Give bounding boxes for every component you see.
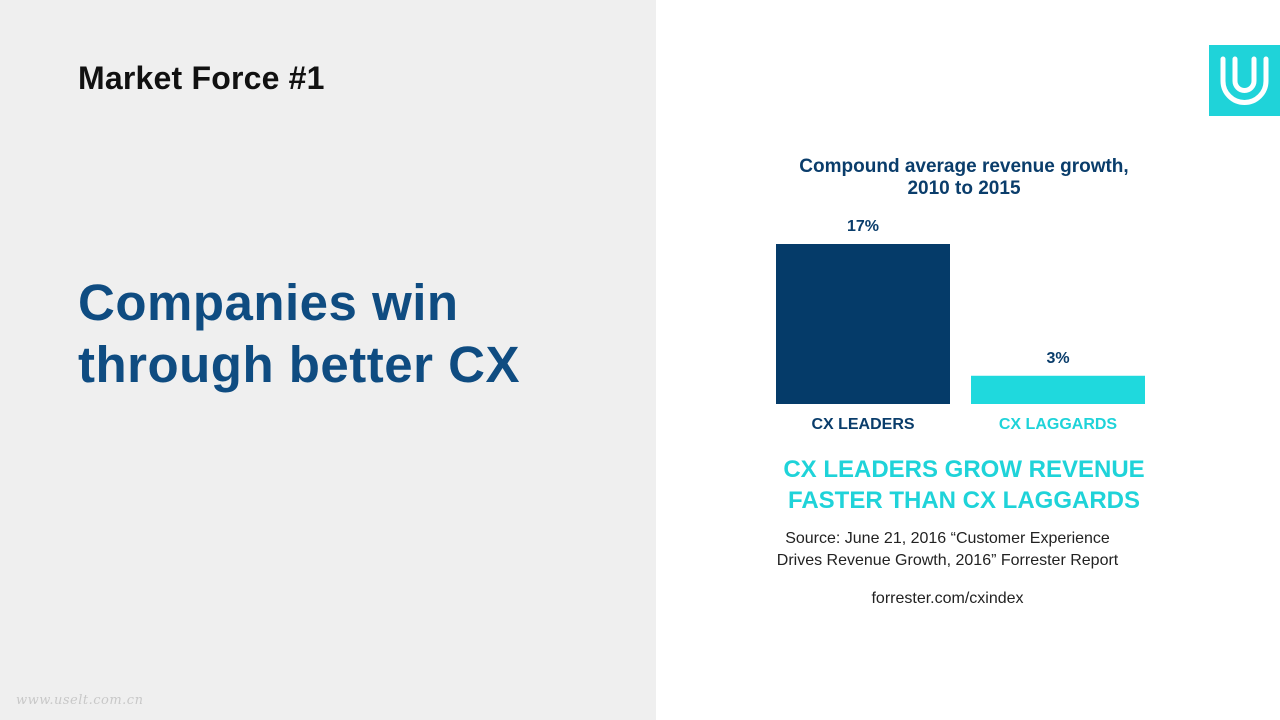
value-label-cx-leaders: 17% [847, 218, 879, 235]
source-line-1: Source: June 21, 2016 “Customer Experien… [785, 530, 1110, 547]
value-label-cx-laggards: 3% [1046, 350, 1069, 367]
chart-title: Compound average revenue growth, 2010 to… [740, 156, 1188, 200]
source-line-2: Drives Revenue Growth, 2016” Forrester R… [776, 552, 1119, 569]
tagline-line-1: CX LEADERS GROW REVENUE [783, 456, 1145, 483]
chart-title-line-2: 2010 to 2015 [907, 178, 1021, 199]
left-panel: Market Force #1 Companies win through be… [0, 0, 656, 720]
source-link[interactable]: forrester.com/cxindex [871, 590, 1024, 607]
category-label-cx-leaders: CX LEADERS [811, 416, 914, 433]
chart-tagline: CX LEADERS GROW REVENUE FASTER THAN CX L… [740, 454, 1188, 516]
u-logo-icon [1209, 45, 1280, 116]
source-citation: Source: June 21, 2016 “Customer Experien… [740, 528, 1155, 572]
bar-cx-laggards [971, 375, 1145, 404]
bar-cx-leaders [776, 244, 950, 404]
headline-line-1: Companies win [78, 274, 459, 331]
slide-kicker: Market Force #1 [78, 60, 325, 96]
slide-headline: Companies win through better CX [78, 272, 638, 396]
headline-line-2: through better CX [78, 336, 520, 393]
watermark: www.uselt.com.cn [16, 693, 144, 708]
category-label-cx-laggards: CX LAGGARDS [999, 416, 1118, 433]
chart-title-line-1: Compound average revenue growth, [799, 156, 1129, 177]
tagline-line-2: FASTER THAN CX LAGGARDS [787, 487, 1140, 514]
u-logo-glyph [1220, 56, 1269, 105]
